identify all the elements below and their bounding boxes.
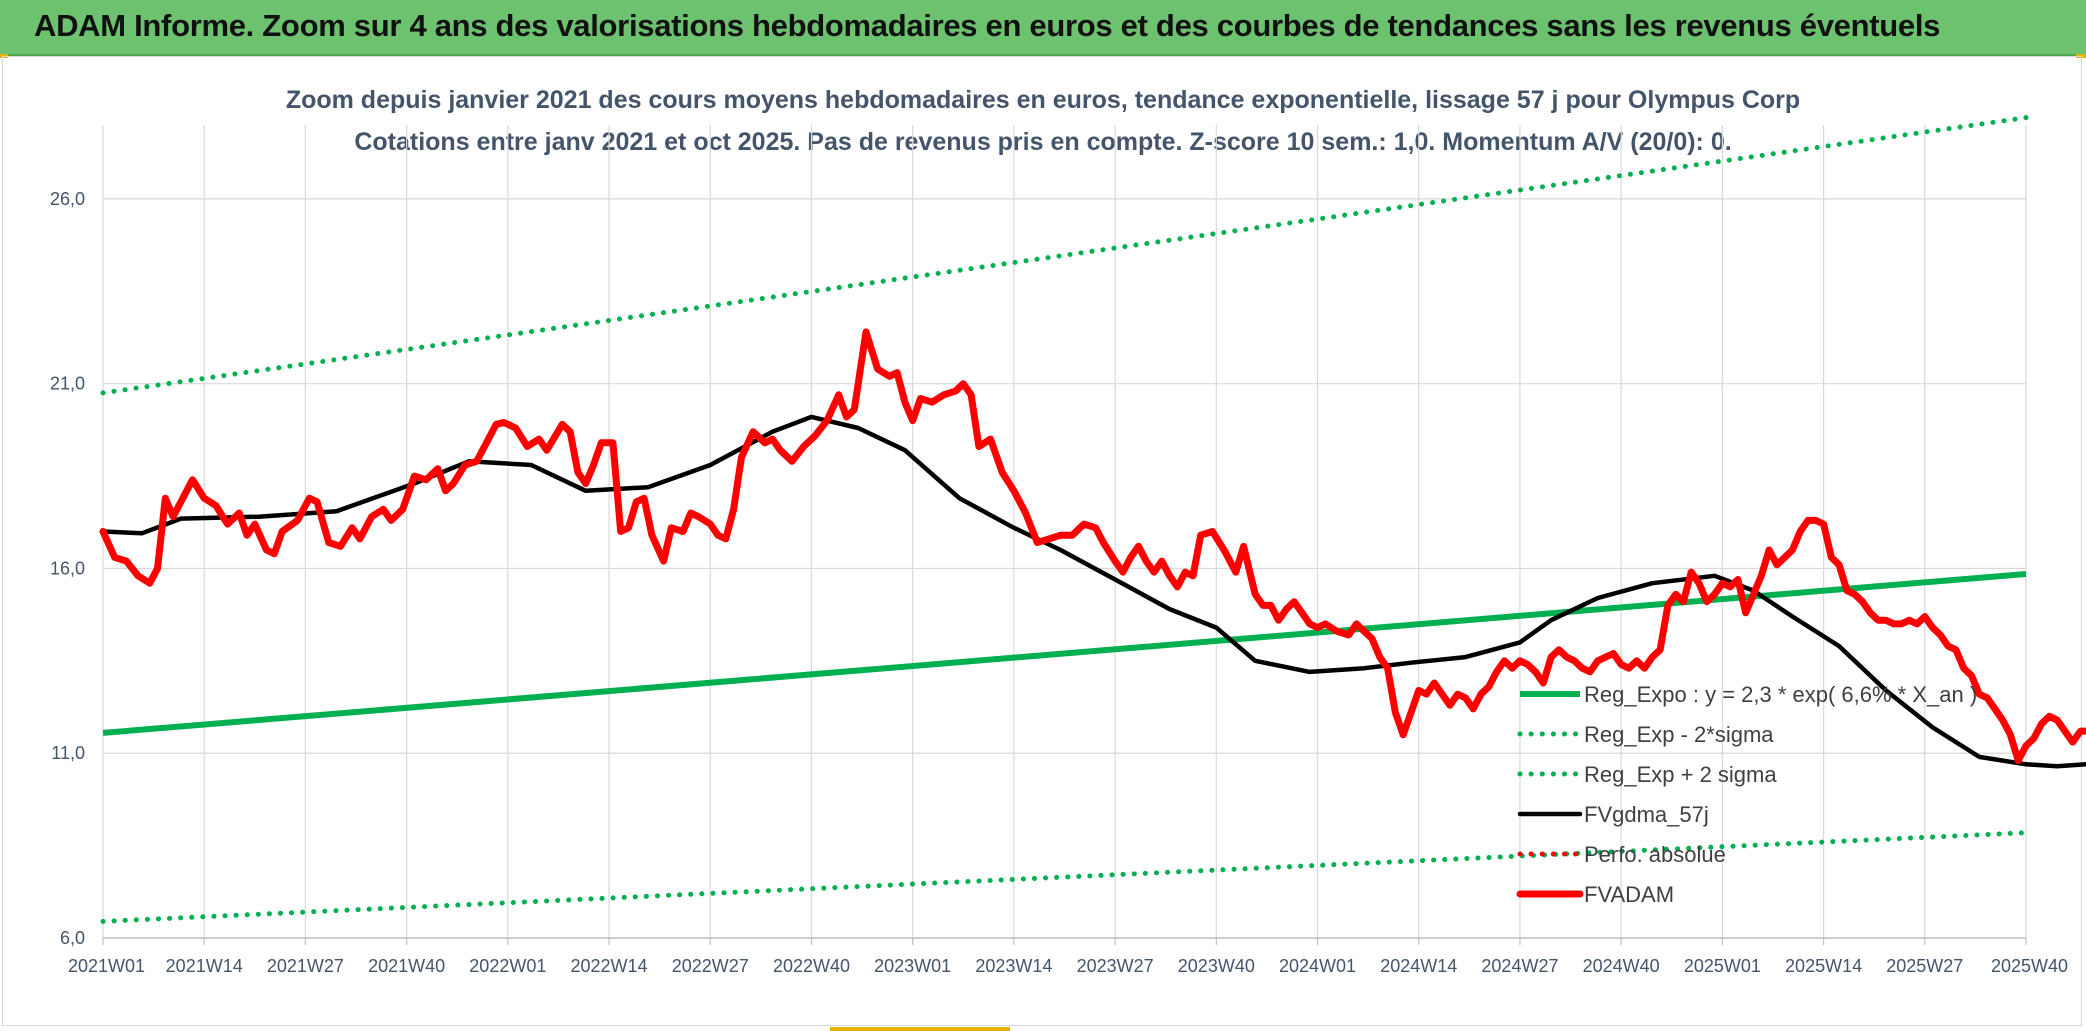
banner-title: ADAM Informe. Zoom sur 4 ans des valoris…	[34, 8, 1941, 43]
report-banner: ADAM Informe. Zoom sur 4 ans des valoris…	[0, 0, 2086, 56]
accent-mark-bottom	[830, 1027, 1010, 1031]
x-tick-label: 2023W14	[975, 956, 1052, 976]
x-tick-label: 2024W27	[1481, 956, 1558, 976]
x-tick-label: 2025W01	[1684, 956, 1761, 976]
x-tick-label: 2022W27	[672, 956, 749, 976]
y-tick-label: 26,0	[50, 189, 85, 209]
x-tick-label: 2023W01	[874, 956, 951, 976]
chart-frame	[2, 56, 2082, 1026]
legend-label: Perfo. absolue	[1584, 842, 1726, 867]
chart-title-line-1: Zoom depuis janvier 2021 des cours moyen…	[286, 86, 1800, 114]
gridlines	[102, 125, 2027, 939]
x-tick-label: 2025W40	[1991, 956, 2068, 976]
x-tick-label: 2024W40	[1583, 956, 1660, 976]
series-layer	[99, 115, 2086, 924]
series-line	[100, 414, 2086, 769]
series-line	[100, 115, 2029, 396]
x-tick-label: 2021W40	[368, 956, 445, 976]
legend-label: Reg_Exp + 2 sigma	[1584, 762, 1777, 787]
y-tick-label: 6,0	[60, 928, 85, 948]
x-tick-label: 2021W01	[68, 956, 145, 976]
x-tick-label: 2023W40	[1178, 956, 1255, 976]
legend-label: FVADAM	[1584, 882, 1674, 907]
x-tick-label: 2024W14	[1380, 956, 1457, 976]
series-line	[102, 571, 2027, 736]
series-line	[100, 830, 2029, 924]
y-axis: 6,0 11,0 16,0 21,0 26,0	[50, 189, 85, 948]
legend-label: FVgdma_57j	[1584, 802, 1709, 827]
x-tick-label: 2024W01	[1279, 956, 1356, 976]
x-axis: 2021W01 2021W14 2021W27 2021W40 2022W01 2022W…	[68, 937, 2068, 976]
y-tick-label: 16,0	[50, 558, 85, 578]
x-tick-label: 2022W40	[773, 956, 850, 976]
x-tick-label: 2022W14	[571, 956, 648, 976]
x-tick-label: 2025W14	[1785, 956, 1862, 976]
legend: Reg_Expo : y = 2,3 * exp( 6,6% * X_an ) R…	[1516, 682, 1977, 907]
x-tick-label: 2022W01	[469, 956, 546, 976]
legend-label: Reg_Expo : y = 2,3 * exp( 6,6% * X_an )	[1584, 682, 1977, 707]
legend-label: Reg_Exp - 2*sigma	[1584, 722, 1774, 747]
y-tick-label: 21,0	[50, 374, 85, 394]
chart-title-line-2: Cotations entre janv 2021 et oct 2025. P…	[354, 128, 1731, 156]
x-tick-label: 2023W27	[1077, 956, 1154, 976]
x-tick-label: 2021W14	[166, 956, 243, 976]
y-tick-label: 11,0	[51, 743, 85, 763]
x-tick-label: 2021W27	[267, 956, 344, 976]
series-line	[99, 328, 2086, 765]
x-tick-label: 2025W27	[1886, 956, 1963, 976]
